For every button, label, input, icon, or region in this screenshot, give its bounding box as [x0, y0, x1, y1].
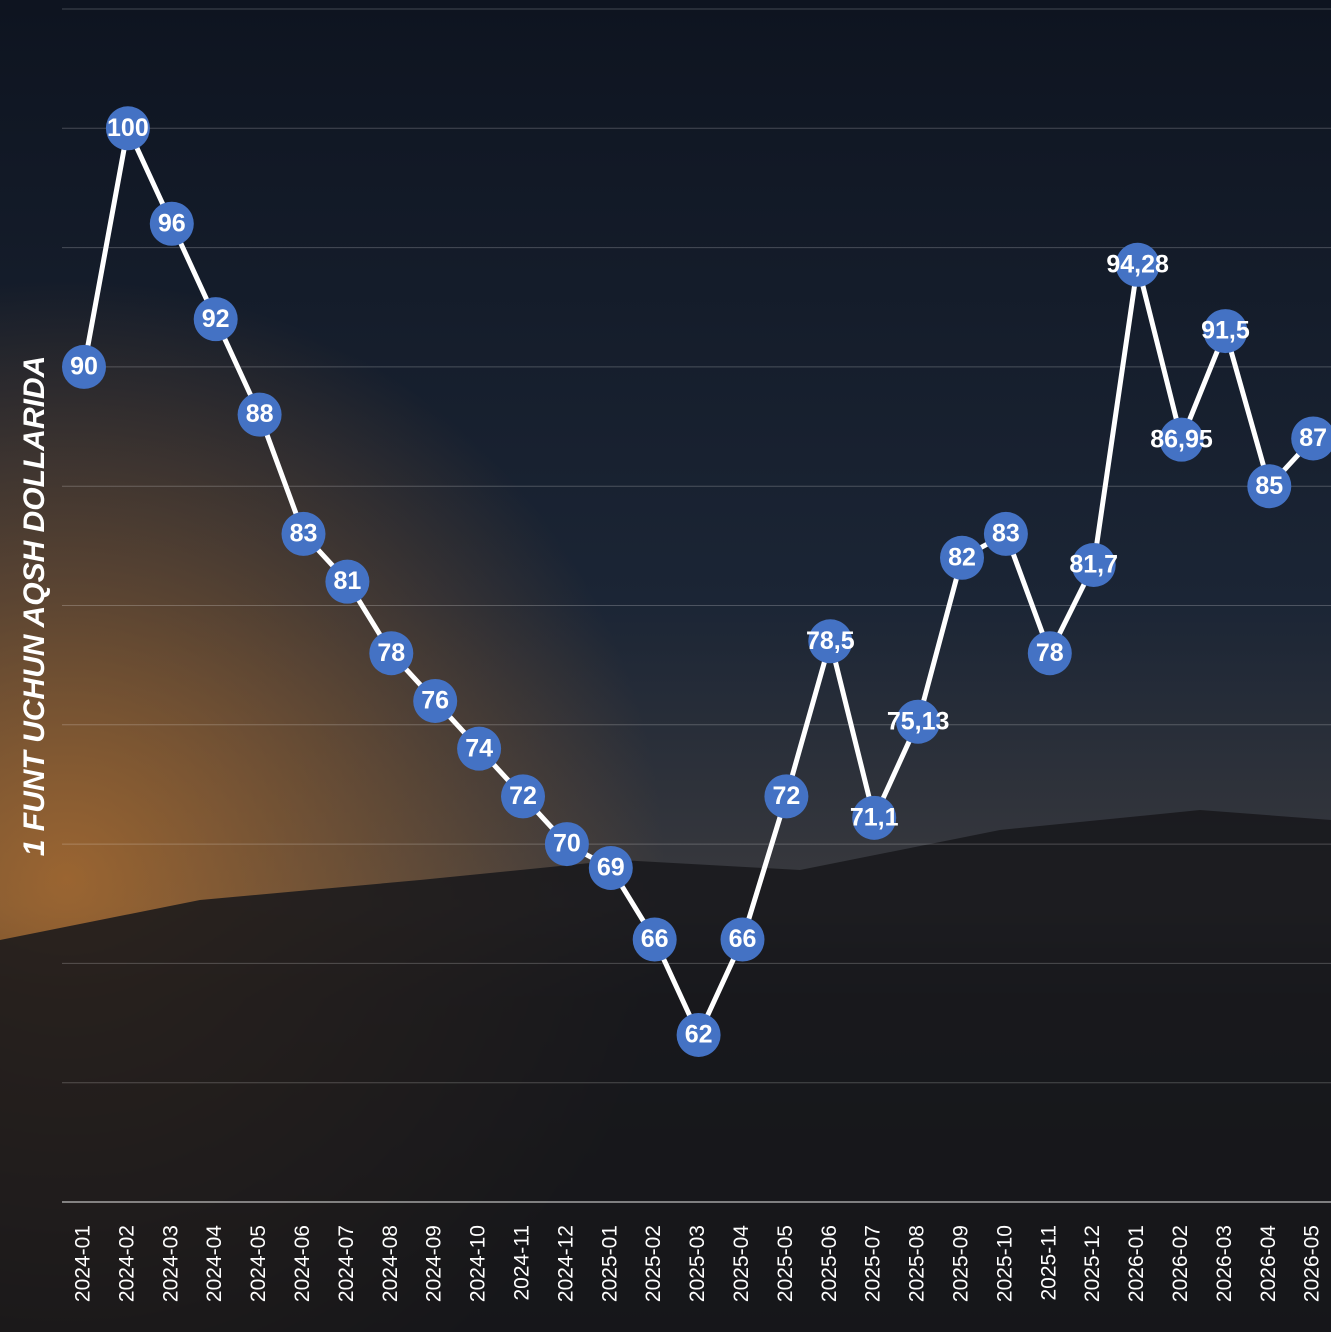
data-label: 82 [948, 543, 976, 571]
data-label: 62 [685, 1021, 713, 1049]
data-label: 83 [290, 520, 318, 548]
data-label: 71,1 [850, 803, 899, 831]
x-tick-label: 2026-02 [1169, 1225, 1192, 1302]
x-tick-label: 2025-04 [730, 1225, 753, 1302]
x-tick-label: 2025-09 [950, 1225, 973, 1302]
data-label: 94,28 [1106, 250, 1169, 278]
x-tick-label: 2025-07 [862, 1225, 885, 1302]
x-tick-label: 2025-10 [993, 1225, 1016, 1302]
x-tick-label: 2024-05 [247, 1225, 270, 1302]
data-label: 83 [992, 520, 1020, 548]
x-tick-label: 2026-03 [1213, 1225, 1236, 1302]
data-label: 85 [1255, 472, 1283, 500]
x-tick-label: 2024-04 [203, 1225, 226, 1302]
data-label: 100 [107, 114, 149, 142]
data-label: 86,95 [1150, 425, 1213, 453]
data-label: 78,5 [806, 627, 855, 655]
x-tick-label: 2025-08 [906, 1225, 929, 1302]
page: {"chart_data": {"type": "line", "y_label… [0, 0, 1331, 1332]
x-tick-label: 2025-05 [774, 1225, 797, 1302]
x-tick-label: 2025-06 [818, 1225, 841, 1302]
x-tick-label: 2024-09 [423, 1225, 446, 1302]
x-tick-label: 2026-01 [1125, 1225, 1148, 1302]
data-label: 70 [553, 830, 581, 858]
data-label: 74 [465, 734, 493, 762]
x-tick-label: 2025-01 [598, 1225, 621, 1302]
data-label: 69 [597, 854, 625, 882]
x-tick-label: 2024-02 [115, 1225, 138, 1302]
x-tick-label: 2024-06 [291, 1225, 314, 1302]
x-tick-label: 2024-12 [554, 1225, 577, 1302]
data-label: 66 [641, 925, 669, 953]
data-label: 78 [377, 639, 405, 667]
data-label: 75,13 [887, 707, 950, 735]
chart: 1 FUNT UCHUN AQSH DOLLARIDA 2024-01 2024-… [0, 0, 1331, 1332]
x-tick-label: 2026-04 [1257, 1225, 1280, 1302]
x-tick-label: 2024-01 [72, 1225, 95, 1302]
data-label: 91,5 [1201, 317, 1250, 345]
data-label: 88 [246, 400, 274, 428]
data-label: 96 [158, 209, 186, 237]
x-tick-label: 2024-07 [335, 1225, 358, 1302]
data-label: 81,7 [1069, 551, 1118, 579]
data-label: 76 [421, 687, 449, 715]
x-tick-label: 2024-11 [511, 1225, 534, 1301]
data-label: 92 [202, 305, 230, 333]
data-label: 87 [1299, 424, 1327, 452]
x-tick-label: 2025-02 [642, 1225, 665, 1302]
x-tick-label: 2025-11 [1037, 1225, 1060, 1301]
data-label: 90 [70, 353, 98, 381]
x-tick-label: 2024-03 [159, 1225, 182, 1302]
data-label: 78 [1036, 639, 1064, 667]
x-tick-label: 2025-03 [686, 1225, 709, 1302]
x-tick-label: 2024-10 [467, 1225, 490, 1302]
x-tick-label: 2024-08 [379, 1225, 402, 1302]
data-label: 72 [772, 782, 800, 810]
data-label: 81 [333, 567, 361, 595]
x-tick-label: 2026-05 [1301, 1225, 1324, 1302]
data-label: 72 [509, 782, 537, 810]
data-label: 66 [729, 925, 757, 953]
x-tick-label: 2025-12 [1081, 1225, 1104, 1302]
y-axis-label: 1 FUNT UCHUN AQSH DOLLARIDA [18, 356, 51, 857]
